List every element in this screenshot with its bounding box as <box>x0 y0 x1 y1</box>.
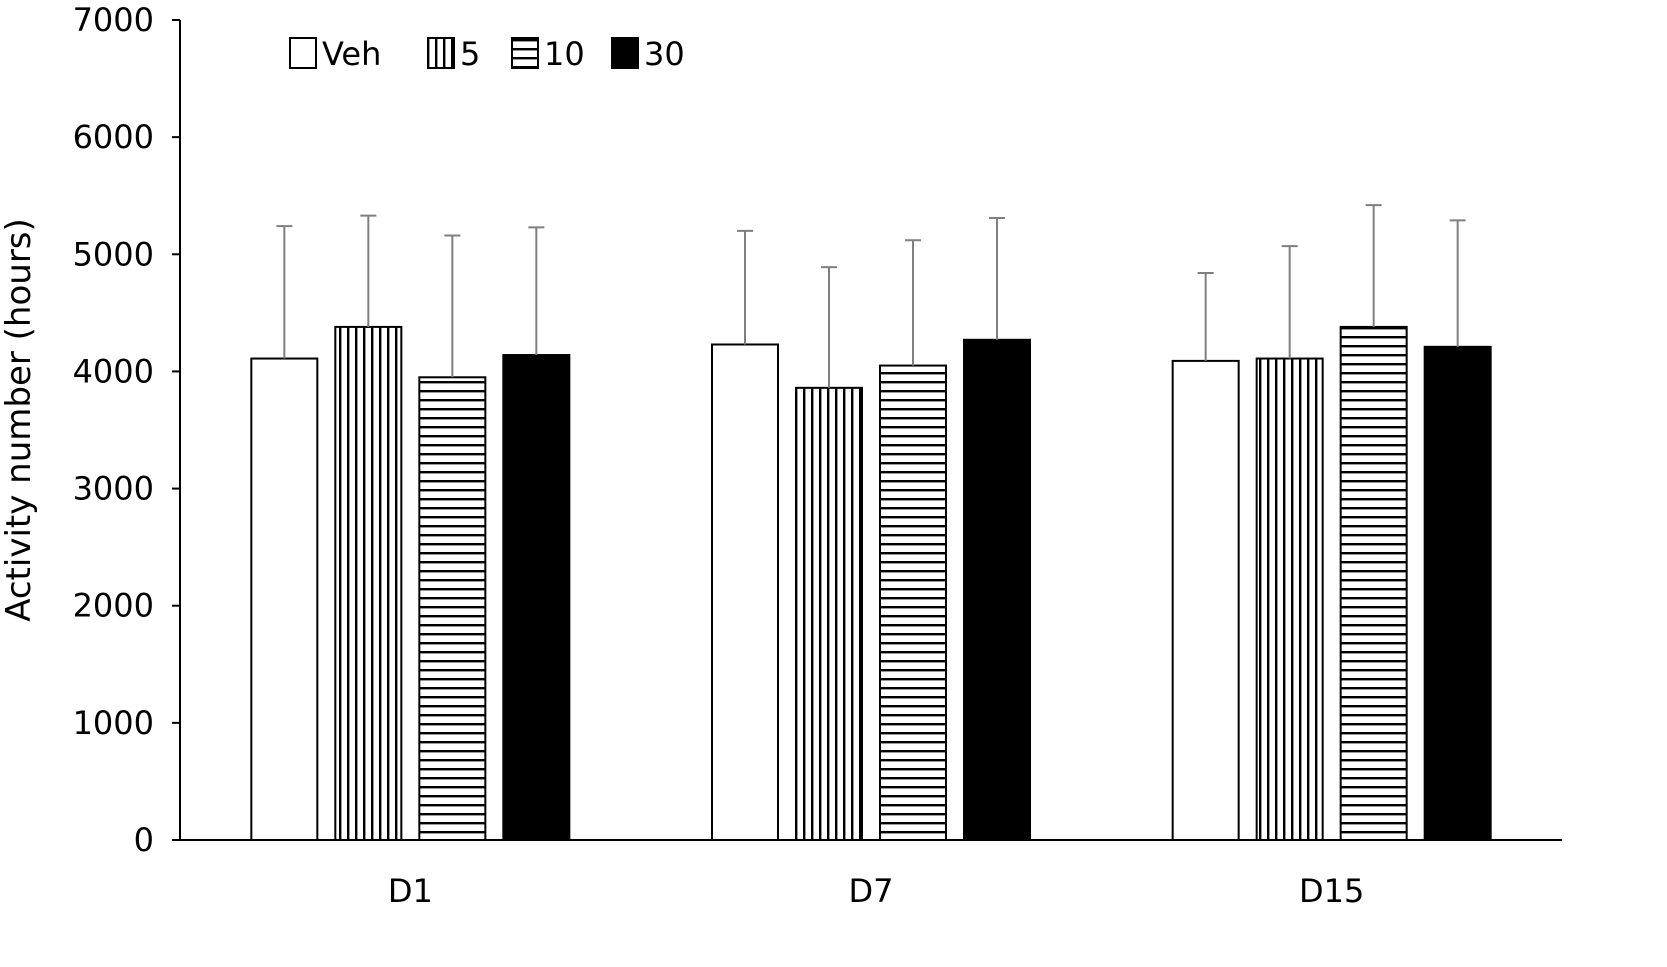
bar-d15-5 <box>1255 357 1324 841</box>
axes: 0 1000 2000 3000 4000 5000 6000 7000 D1 D7 D15 <box>73 1 1562 910</box>
bar-d7-30 <box>963 338 1031 841</box>
y-tick-label: 3000 <box>73 470 154 508</box>
legend-swatch-30 <box>611 37 639 69</box>
bar-d15-veh <box>1171 359 1240 841</box>
legend-label-5: 5 <box>460 35 480 73</box>
y-tick-label: 2000 <box>73 587 154 625</box>
legend: Veh 5 10 30 <box>289 35 685 73</box>
bar-d1-30 <box>502 354 571 841</box>
bar-d15-30 <box>1423 345 1492 841</box>
y-tick-label: 5000 <box>73 235 154 273</box>
bar-d1-5 <box>334 325 403 841</box>
legend-label-30: 30 <box>644 35 685 73</box>
legend-swatch-veh <box>289 37 317 69</box>
y-tick-label: 0 <box>134 821 154 859</box>
y-axis-title: Activity number (hours) <box>0 218 39 622</box>
legend-swatch-10 <box>511 37 539 69</box>
legend-label-10: 10 <box>544 35 585 73</box>
y-tick-label: 1000 <box>73 704 154 742</box>
bar-series <box>250 325 1492 841</box>
error-bars <box>276 204 1466 388</box>
bar-d15-10 <box>1339 325 1408 841</box>
bar-d1-veh <box>250 357 319 841</box>
bar-d1-10 <box>418 376 487 841</box>
y-tick-label: 7000 <box>73 1 154 39</box>
x-category-label: D7 <box>849 872 894 910</box>
x-category-label: D15 <box>1299 872 1364 910</box>
legend-label-veh: Veh <box>322 35 381 73</box>
legend-swatch-5 <box>427 37 455 69</box>
y-tick-label: 6000 <box>73 118 154 156</box>
x-category-label: D1 <box>388 872 433 910</box>
y-tick-label: 4000 <box>73 352 154 390</box>
bar-d7-5 <box>795 386 863 841</box>
bar-d7-veh <box>711 343 779 841</box>
bar-d7-10 <box>879 364 947 841</box>
